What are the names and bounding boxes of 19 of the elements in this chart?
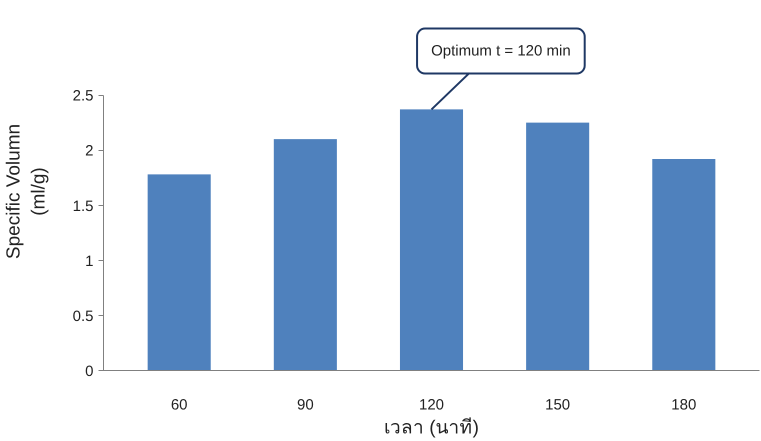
y-tick-label: 0: [85, 363, 94, 380]
bar: [274, 139, 337, 370]
annotation: Optimum t = 120 min: [431, 42, 571, 60]
y-tick-label: 2: [85, 142, 94, 160]
y-axis-title: Specific Volumn (ml/g): [3, 124, 50, 260]
x-tick-label: 150: [545, 396, 570, 414]
x-tick-label: 180: [671, 396, 696, 414]
bar: [526, 122, 590, 370]
y-tick-label: 1.5: [72, 198, 94, 215]
y-tick-label: 2.5: [72, 88, 94, 105]
x-axis-title: เวลา (นาที): [384, 416, 479, 438]
bar: [400, 109, 464, 370]
bar: [148, 174, 211, 370]
y-tick-label: 0.5: [72, 308, 94, 325]
x-tick-label: 90: [297, 396, 314, 414]
x-tick-label: 60: [170, 396, 188, 414]
x-tick-label: 120: [418, 396, 444, 414]
y-tick-label: 1: [85, 252, 94, 270]
bar: [652, 159, 716, 370]
